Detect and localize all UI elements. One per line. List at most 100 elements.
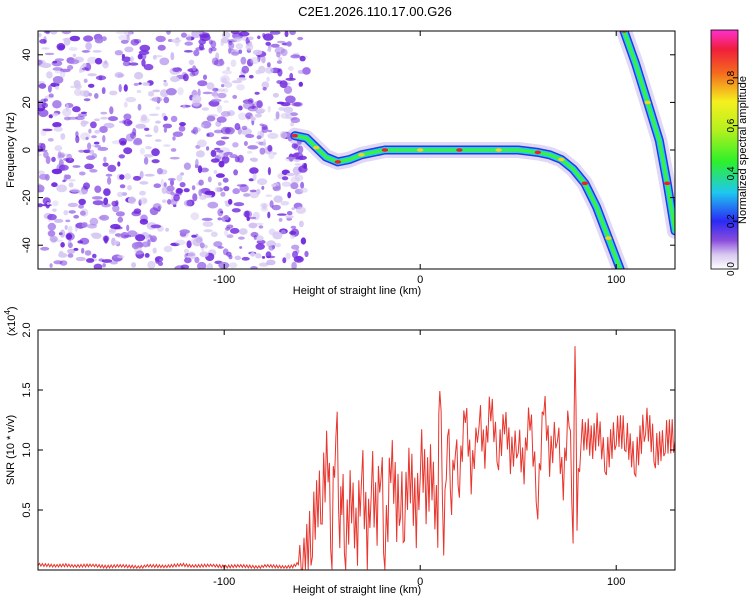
noise-blob (183, 162, 191, 170)
noise-blob (190, 237, 201, 246)
figure-title: C2E1.2026.110.17.00.G26 (298, 4, 452, 19)
noise-blob (138, 50, 150, 55)
ridge-point (381, 148, 389, 152)
noise-blob (276, 40, 286, 44)
noise-blob (100, 111, 108, 115)
noise-blob (107, 164, 117, 172)
noise-blob (153, 125, 159, 134)
noise-blob (101, 87, 106, 95)
noise-blob (183, 199, 193, 207)
noise-blob (170, 242, 180, 247)
noise-blob (163, 127, 167, 133)
noise-blob (259, 123, 264, 127)
noise-blob (186, 34, 192, 43)
noise-blob (51, 156, 56, 163)
noise-blob (85, 42, 92, 51)
noise-blob (210, 158, 220, 163)
noise-blob (289, 230, 297, 235)
noise-blob (222, 88, 229, 93)
noise-blob (302, 67, 311, 75)
noise-blob (86, 258, 95, 263)
noise-blob (290, 54, 301, 59)
noise-blob (210, 231, 218, 238)
noise-blob (220, 126, 231, 135)
noise-blob (243, 210, 253, 218)
noise-blob (77, 113, 88, 117)
noise-blob (261, 81, 270, 89)
noise-blob (144, 134, 153, 137)
noise-blob (203, 229, 213, 233)
noise-blob (290, 225, 297, 229)
noise-blob (109, 261, 118, 265)
noise-blob (223, 152, 229, 158)
noise-blob (68, 242, 73, 249)
noise-blob (54, 70, 64, 74)
noise-blob (82, 50, 90, 53)
noise-blob (128, 62, 139, 66)
noise-blob (163, 96, 170, 104)
noise-blob (134, 250, 144, 255)
noise-blob (228, 255, 233, 260)
noise-blob (217, 217, 222, 221)
noise-blob (161, 186, 167, 194)
noise-blob (132, 176, 142, 181)
noise-blob (243, 193, 251, 197)
heat-xtick-label: 100 (607, 274, 625, 286)
noise-blob (231, 80, 243, 84)
noise-blob (294, 174, 304, 182)
noise-blob (118, 154, 126, 159)
noise-blob (114, 72, 124, 78)
noise-blob (207, 176, 212, 183)
noise-blob (247, 145, 259, 150)
noise-blob (268, 245, 275, 251)
noise-blob (127, 185, 132, 191)
noise-blob (172, 131, 184, 137)
noise-blob (277, 68, 283, 77)
noise-blob (218, 182, 222, 186)
noise-blob (300, 181, 305, 189)
noise-blob (202, 221, 214, 227)
noise-blob (153, 183, 162, 188)
noise-blob (88, 92, 93, 97)
noise-blob (238, 31, 250, 37)
ridge-point (291, 133, 298, 138)
noise-blob (88, 149, 95, 155)
noise-blob (261, 55, 266, 64)
noise-blob (90, 121, 97, 129)
noise-blob (201, 107, 209, 111)
noise-blob (60, 70, 66, 78)
noise-blob (65, 232, 75, 241)
noise-blob (52, 200, 59, 207)
noise-blob (235, 43, 244, 50)
noise-blob (101, 259, 113, 263)
snr-ytick-label: 2.0 (21, 322, 33, 337)
noise-blob (226, 66, 230, 71)
noise-blob (262, 87, 267, 91)
noise-blob (48, 114, 53, 119)
noise-blob (197, 88, 201, 97)
ridge-point (495, 148, 502, 152)
noise-blob (206, 146, 210, 151)
noise-blob (55, 85, 60, 90)
noise-blob (261, 185, 265, 190)
noise-blob (145, 146, 152, 150)
noise-blob (236, 84, 245, 91)
noise-blob (240, 56, 247, 65)
noise-blob (51, 168, 63, 175)
noise-blob (197, 139, 207, 148)
noise-blob (120, 39, 129, 44)
noise-blob (250, 115, 255, 121)
noise-blob (123, 234, 132, 238)
noise-blob (60, 242, 65, 248)
noise-blob (57, 44, 65, 50)
noise-blob (51, 182, 58, 188)
noise-blob (236, 184, 247, 187)
snr-panel: -100 0 100 2.0 1.5 1.0 0.5 Height of straight … (3, 306, 676, 596)
noise-blob (94, 145, 102, 148)
noise-blob (169, 156, 180, 160)
heat-xtick-label: -100 (213, 274, 235, 286)
noise-blob (84, 250, 92, 256)
noise-blob (49, 235, 58, 243)
noise-blob (149, 113, 159, 117)
noise-blob (255, 253, 262, 259)
